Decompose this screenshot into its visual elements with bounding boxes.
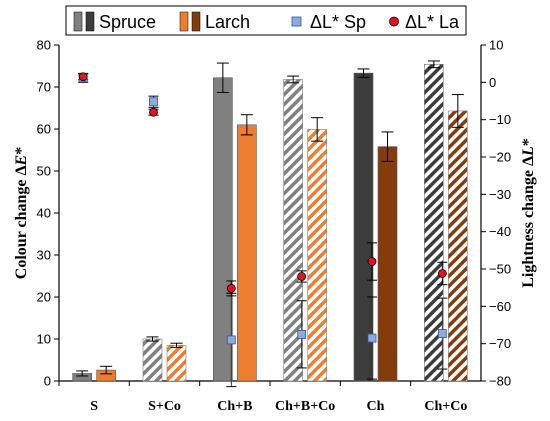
dl-sp-marker [367,333,377,343]
category-label: Ch+Co [424,399,467,414]
dl-sp-marker [226,335,236,345]
dl-la-marker [78,72,88,82]
right-tick-label: −80 [489,374,511,389]
left-tick-label: 40 [37,206,51,221]
left-axis-title-var: E [13,155,30,167]
right-axis-title-main: Lightness change Δ [520,156,537,288]
right-tick-label: −10 [489,112,511,127]
left-tick-label: 10 [37,332,51,347]
legend-swatch-larch-dark [191,11,201,32]
larch-bar [448,110,468,382]
right-tick-label: 0 [489,75,496,90]
left-tick-label: 50 [37,164,51,179]
left-axis-title-sup: * [13,147,30,155]
legend-marker-circle [389,16,399,27]
category-label: Ch+B [217,399,252,414]
legend-label-larch: Larch [205,12,250,32]
dl-sp-marker [149,97,158,107]
right-tick-label: −60 [489,299,511,314]
left-axis-title-main: Colour change Δ [13,165,30,279]
left-axis-title: Colour change ΔE* [13,147,30,279]
spruce-bar [213,77,233,382]
dl-la-marker [226,284,236,293]
dl-la-marker [297,272,307,281]
dl-la-marker [437,269,447,278]
left-tick-label: 0 [44,374,51,389]
larch-bar [166,344,187,382]
right-tick-label: −30 [489,187,511,202]
legend-label-dl-la: ΔL* La [405,12,460,32]
right-axis-title: Lightness change ΔL* [520,138,537,288]
legend-swatch-larch-light [179,11,189,32]
dl-sp-marker [437,329,447,338]
category-label: Ch [367,399,385,414]
right-axis-title-sup: * [520,138,537,146]
category-labels: S S+Co Ch+B Ch+B+Co Ch Ch+Co [58,381,467,414]
larch-bar [377,146,398,382]
legend-swatch-spruce-light [73,11,83,32]
category-label: S [90,399,98,414]
left-axis-ticks: 0 10 20 30 40 50 60 70 80 [37,38,59,389]
right-axis-ticks: −80 −70 −60 −50 −40 −30 −20 −10 0 10 [481,38,511,389]
right-tick-label: −40 [489,224,511,239]
dl-la-marker [367,257,377,266]
left-tick-label: 20 [37,290,51,305]
left-tick-label: 70 [37,80,51,95]
right-tick-label: −50 [489,262,511,277]
left-tick-label: 80 [37,38,51,53]
bar-series [72,64,468,382]
category-label: S+Co [148,399,181,414]
legend-swatch-spruce-dark [85,11,95,32]
legend-frame [65,5,467,36]
legend-label-spruce: Spruce [99,12,156,32]
dl-la-marker [149,107,158,117]
right-tick-label: −70 [489,336,511,351]
right-axis-title-var: L [520,146,537,157]
dl-sp-marker [297,329,307,339]
larch-bar [307,129,327,382]
legend: Spruce Larch ΔL* Sp ΔL* La [65,5,467,36]
spruce-bar [142,338,163,382]
left-tick-label: 30 [37,248,51,263]
right-tick-label: 10 [489,38,503,53]
bar-error-bars [76,60,464,377]
larch-bar [237,124,257,382]
legend-label-dl-sp: ΔL* Sp [310,12,366,32]
left-tick-label: 60 [37,122,51,137]
marker-series [78,72,448,388]
right-tick-label: −20 [489,150,511,165]
category-label: Ch+B+Co [275,399,335,414]
legend-marker-square [291,16,302,27]
